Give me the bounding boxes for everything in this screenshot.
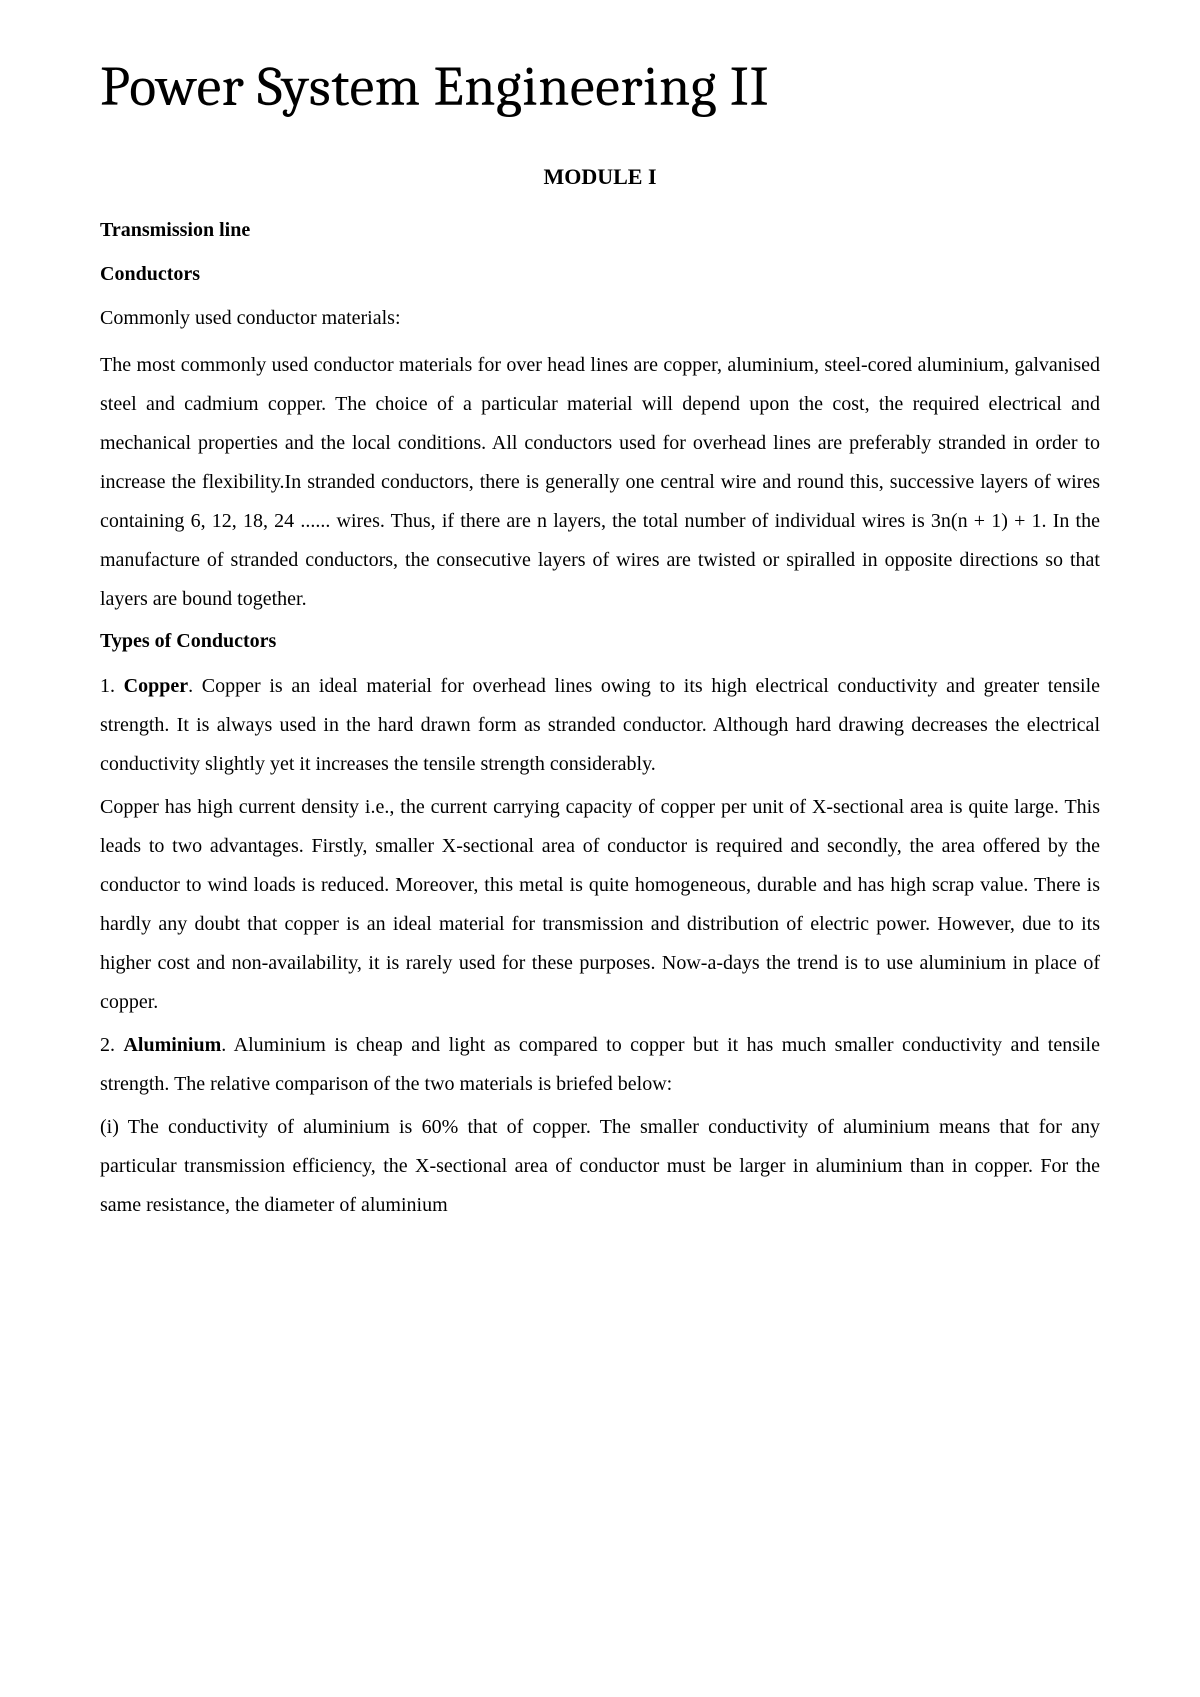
copper-number: 1. bbox=[100, 675, 124, 697]
section-heading-transmission: Transmission line bbox=[100, 212, 1100, 248]
aluminium-description: . Aluminium is cheap and light as compar… bbox=[100, 1034, 1100, 1095]
copper-description: . Copper is an ideal material for overhe… bbox=[100, 675, 1100, 775]
aluminium-label: Aluminium bbox=[123, 1034, 221, 1056]
copper-label: Copper bbox=[124, 675, 188, 697]
intro-text: Commonly used conductor materials: bbox=[100, 300, 1100, 336]
types-heading: Types of Conductors bbox=[100, 623, 1100, 659]
document-main-title: Power System Engineering II bbox=[100, 55, 1100, 119]
module-title: MODULE I bbox=[100, 164, 1100, 190]
paragraph-materials: The most commonly used conductor materia… bbox=[100, 346, 1100, 619]
section-heading-conductors: Conductors bbox=[100, 256, 1100, 292]
aluminium-number: 2. bbox=[100, 1034, 123, 1056]
paragraph-aluminium: 2. Aluminium. Aluminium is cheap and lig… bbox=[100, 1026, 1100, 1104]
paragraph-point-i: (i) The conductivity of aluminium is 60%… bbox=[100, 1108, 1100, 1225]
paragraph-copper-2: Copper has high current density i.e., th… bbox=[100, 788, 1100, 1022]
paragraph-copper-1: 1. Copper. Copper is an ideal material f… bbox=[100, 667, 1100, 784]
